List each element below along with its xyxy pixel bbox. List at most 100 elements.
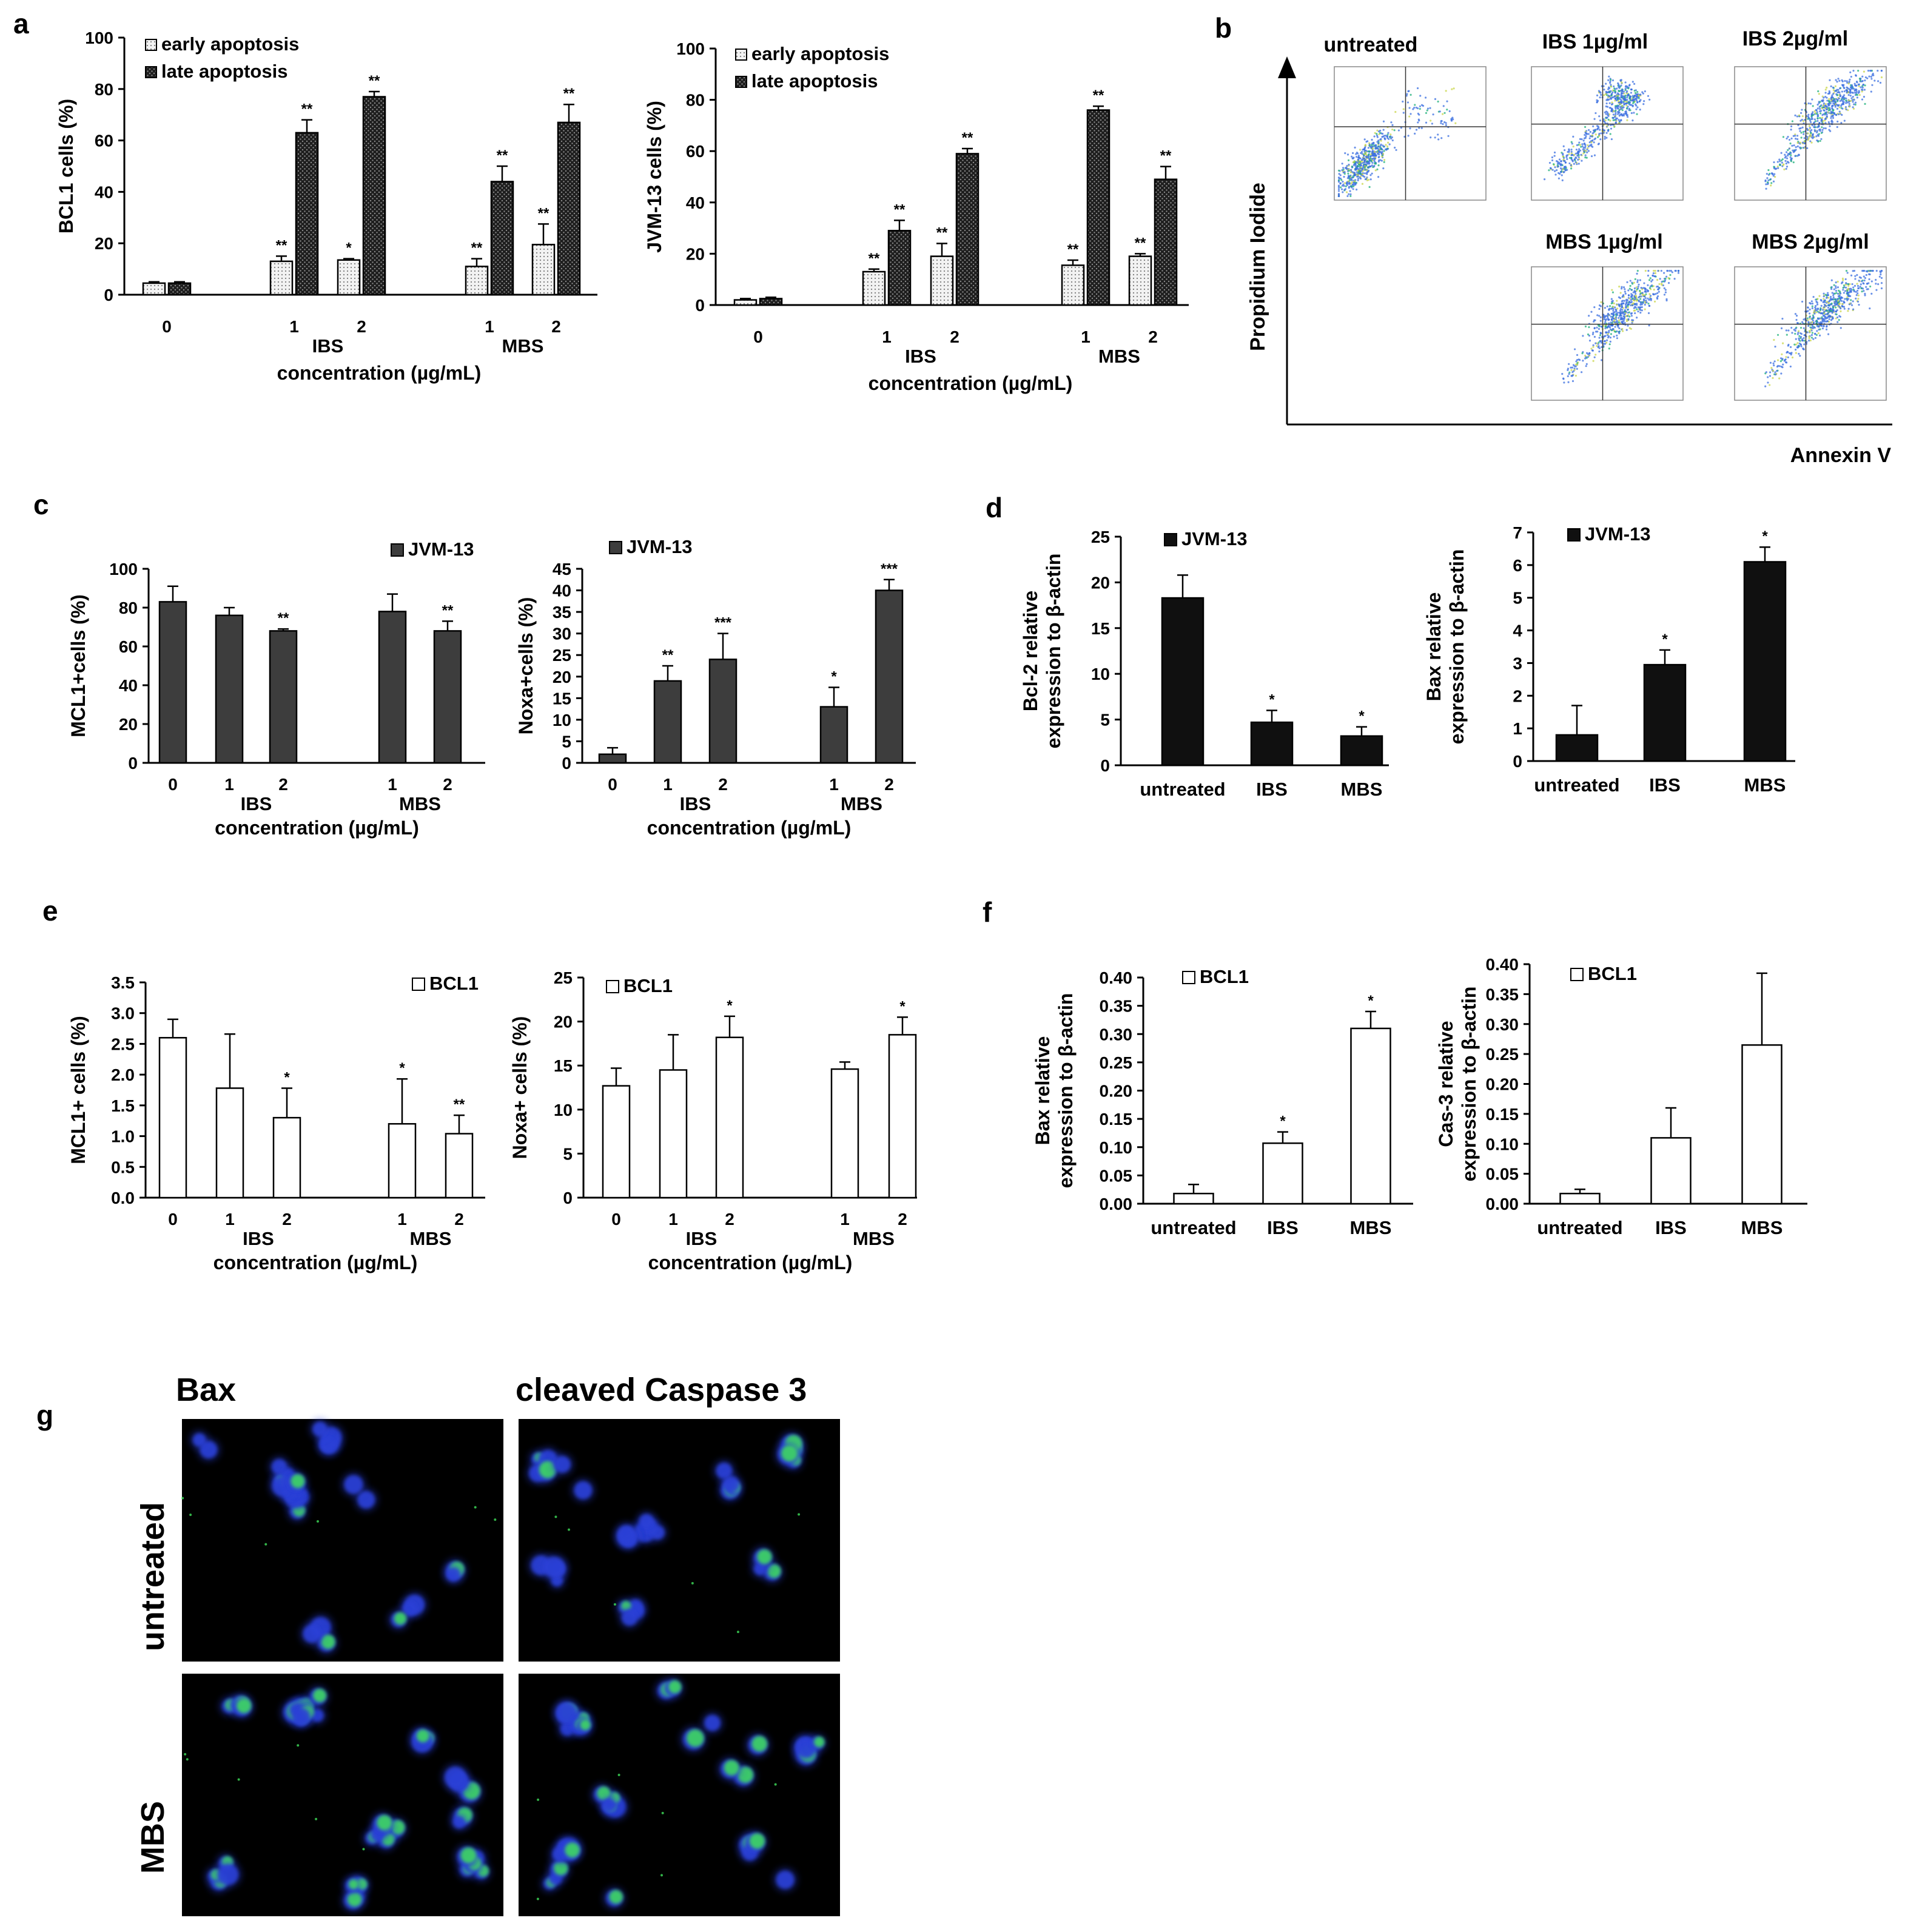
flow-event-dot — [1374, 152, 1376, 155]
flow-event-dot — [1344, 167, 1346, 169]
flow-event-dot — [1786, 166, 1789, 168]
y-axis-label: MCL1+ cells (%) — [67, 1016, 89, 1164]
cell-nucleus — [218, 1864, 238, 1885]
flow-event-dot — [1616, 307, 1619, 310]
flow-event-dot — [1627, 106, 1629, 108]
cell-nucleus — [622, 1610, 637, 1626]
flow-event-dot — [1794, 313, 1797, 315]
flow-event-dot — [1625, 301, 1628, 304]
cell-stain — [377, 1815, 392, 1831]
flow-event-dot — [1598, 135, 1601, 137]
flow-event-dot — [1862, 84, 1864, 86]
bar — [862, 270, 886, 306]
legend-swatch — [609, 541, 622, 554]
significance-mark: ** — [369, 73, 380, 89]
flow-event-dot — [1839, 292, 1842, 295]
flow-event-dot — [1617, 106, 1619, 108]
flow-event-dot — [1799, 130, 1801, 132]
flow-event-dot — [1815, 320, 1818, 323]
flow-event-dot — [1377, 142, 1380, 145]
flow-event-dot — [1850, 84, 1853, 87]
flow-event-dot — [1616, 300, 1618, 302]
flow-event-dot — [1624, 303, 1627, 306]
y-tick-label: 6 — [1513, 556, 1522, 575]
flow-event-dot — [1841, 113, 1843, 116]
flow-event-dot — [1807, 113, 1810, 116]
flow-event-dot — [1357, 173, 1359, 176]
flow-event-dot — [1813, 126, 1815, 129]
flow-event-dot — [1380, 159, 1383, 162]
flow-event-dot — [1563, 159, 1565, 163]
flow-event-dot — [1568, 156, 1571, 159]
flow-event-dot — [1824, 119, 1826, 122]
flow-event-dot — [1834, 298, 1837, 301]
speck — [237, 1778, 240, 1781]
flow-event-dot — [1628, 311, 1631, 314]
flow-event-dot — [1835, 306, 1837, 309]
flow-event-dot — [1619, 308, 1622, 310]
y-axis-label: expression to β-actin — [1055, 993, 1077, 1189]
flow-event-dot — [1383, 159, 1386, 161]
flow-event-dot — [1825, 297, 1828, 299]
flow-event-dot — [1815, 334, 1818, 336]
flow-event-dot — [1349, 190, 1351, 192]
flow-event-dot — [1639, 292, 1642, 295]
flow-event-dot — [1787, 343, 1790, 346]
flow-event-dot — [1607, 88, 1610, 90]
flow-event-dot — [1829, 101, 1831, 104]
flow-event-dot — [1867, 282, 1870, 284]
flow-event-dot — [1451, 116, 1454, 119]
flow-event-dot — [1622, 302, 1625, 304]
flow-event-dot — [1627, 94, 1630, 96]
flow-event-dot — [1346, 181, 1348, 184]
flow-event-dot — [1813, 118, 1816, 121]
flow-event-dot — [1605, 318, 1607, 321]
flow-event-dot — [1823, 102, 1826, 105]
flow-event-dot — [1656, 278, 1659, 281]
flow-event-dot — [1648, 98, 1651, 101]
flow-event-dot — [1839, 87, 1841, 90]
flow-event-dot — [1661, 284, 1663, 286]
flow-event-dot — [1610, 318, 1613, 321]
flow-event-dot — [1790, 160, 1793, 163]
flow-event-dot — [1582, 139, 1585, 142]
x-tick-label: 1 — [397, 1210, 407, 1229]
y-tick-label: 60 — [95, 132, 113, 150]
flow-event-dot — [1803, 142, 1806, 145]
flow-event-dot — [1806, 317, 1809, 320]
flow-event-dot — [1877, 80, 1880, 82]
flow-event-dot — [1350, 169, 1352, 171]
flow-event-dot — [1850, 99, 1852, 102]
flow-event-dot — [1808, 129, 1810, 131]
flow-event-dot — [1624, 94, 1627, 97]
flow-event-dot — [1581, 159, 1583, 162]
flow-event-dot — [1798, 338, 1801, 341]
flow-event-dot — [1647, 303, 1650, 305]
flow-event-dot — [1614, 99, 1616, 102]
flow-event-dot — [1576, 358, 1579, 361]
flow-event-dot — [1573, 348, 1576, 351]
panel-letter-e: e — [42, 895, 58, 927]
flow-event-dot — [1635, 295, 1637, 297]
flow-event-dot — [1869, 270, 1871, 272]
flow-event-dot — [1351, 166, 1353, 168]
flow-event-dot — [1788, 138, 1791, 141]
flow-event-dot — [1600, 325, 1602, 328]
flow-event-dot — [1832, 104, 1834, 107]
flow-event-dot — [1827, 107, 1830, 109]
flow-event-dot — [1828, 318, 1830, 320]
flow-event-dot — [1822, 315, 1824, 317]
flow-event-dot — [1454, 122, 1457, 124]
flow-event-dot — [1386, 135, 1388, 138]
flow-event-dot — [1592, 125, 1594, 127]
flow-event-dot — [1363, 157, 1365, 160]
flow-event-dot — [1596, 344, 1598, 347]
flow-event-dot — [1630, 296, 1633, 298]
flow-event-dot — [1596, 125, 1599, 127]
x-category-label: IBS — [1655, 1217, 1687, 1238]
y-axis-label: Cas-3 relative — [1435, 1021, 1457, 1147]
flow-event-dot — [1341, 184, 1343, 187]
legend-label: JVM-13 — [627, 536, 693, 557]
flow-event-dot — [1600, 301, 1602, 303]
